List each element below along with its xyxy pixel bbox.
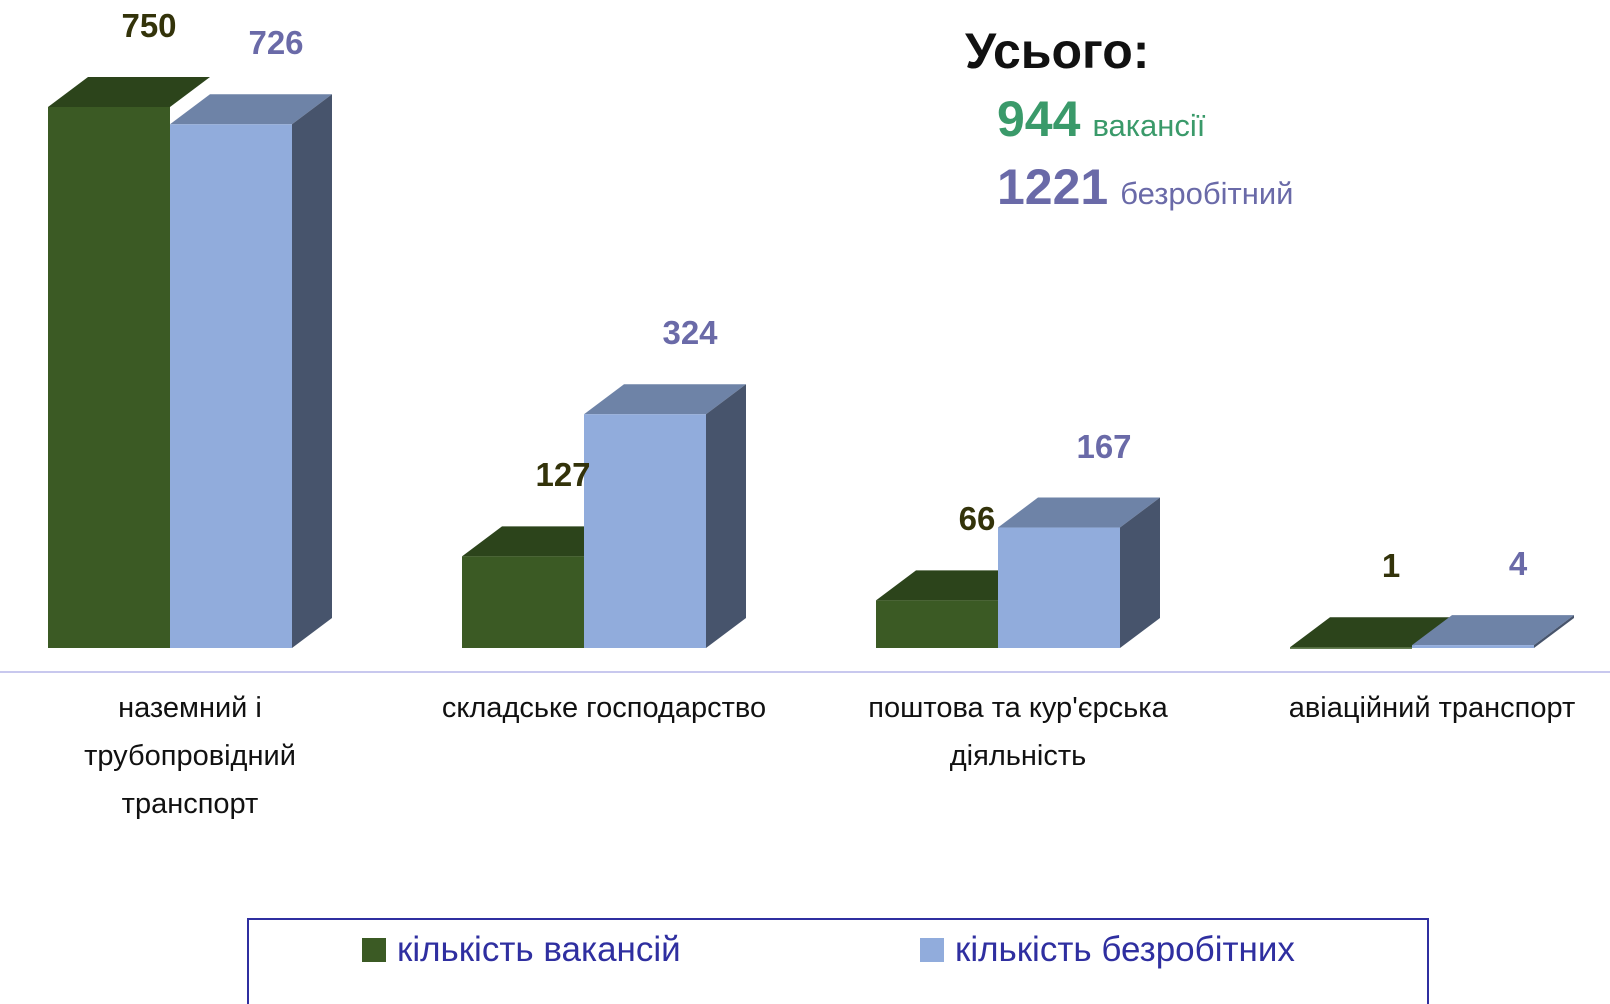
bar-top: [1412, 615, 1574, 646]
bar-side: [1534, 615, 1574, 648]
bar-top: [876, 570, 1038, 601]
bar-top: [584, 384, 746, 415]
value-label: 4: [1508, 545, 1528, 583]
bar: [998, 527, 1120, 648]
value-label: 750: [121, 7, 177, 44]
total-value: 1221: [997, 159, 1109, 215]
legend-label: кількість вакансій: [397, 930, 681, 969]
value-label: 324: [662, 314, 718, 352]
total-row: 1221 безробітний: [997, 158, 1294, 216]
total-label: вакансії: [1092, 108, 1206, 143]
total-value: 944: [997, 91, 1081, 147]
bar: [462, 556, 584, 648]
bar: [584, 414, 706, 648]
bar-side: [1120, 497, 1160, 648]
value-label: 726: [248, 24, 304, 62]
legend-swatch: [920, 938, 944, 962]
x-tick-label: складське господарство: [441, 692, 767, 724]
bar-side: [292, 94, 332, 648]
bar: [170, 124, 292, 648]
totals-title: Усього:: [965, 23, 1150, 79]
bar-top: [48, 77, 210, 107]
bar-top: [462, 526, 624, 557]
legend-box: [247, 918, 1429, 1004]
bar: [1412, 645, 1534, 648]
bar-top: [998, 497, 1160, 528]
legend-label: кількість безробітних: [955, 930, 1295, 969]
bar: [876, 600, 998, 648]
value-label: 167: [1076, 427, 1132, 465]
value-label: 66: [958, 500, 996, 538]
value-label: 1: [1381, 547, 1401, 585]
legend-swatch: [362, 938, 386, 962]
bar-side: [706, 384, 746, 648]
x-tick-label: поштова та кур'єрська діяльність: [868, 692, 1168, 772]
value-label: 127: [535, 456, 591, 494]
x-tick-label: авіаційний транспорт: [1288, 692, 1576, 724]
bar: [48, 107, 170, 648]
bar-top: [170, 94, 332, 125]
bar-top: [1290, 617, 1452, 648]
total-row: 944 вакансії: [997, 90, 1205, 148]
x-tick-label: наземний і трубопровідний транспорт: [84, 692, 296, 820]
bar: [1290, 647, 1412, 649]
total-label: безробітний: [1120, 176, 1294, 211]
